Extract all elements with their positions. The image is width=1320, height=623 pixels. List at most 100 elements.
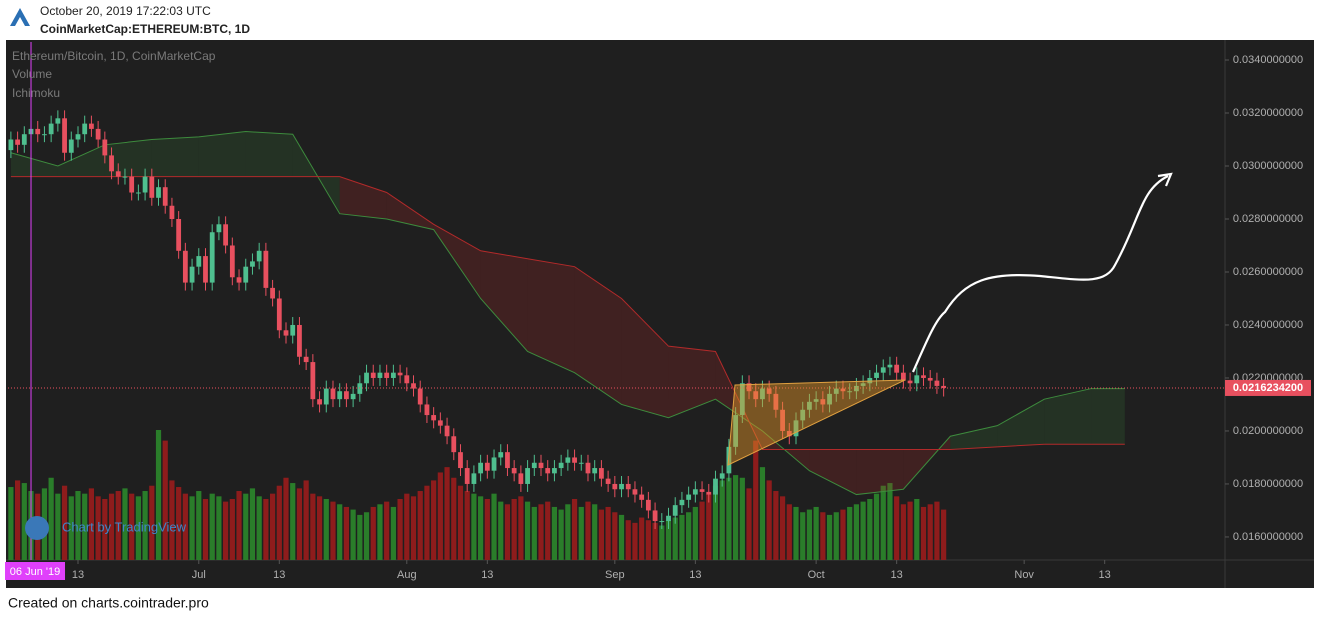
candle-body bbox=[599, 468, 604, 479]
volume-bar bbox=[524, 501, 531, 560]
candle-body bbox=[659, 521, 665, 523]
candle-body bbox=[699, 489, 705, 492]
candle-body bbox=[927, 377, 933, 381]
volume-bar bbox=[914, 498, 920, 560]
volume-bar bbox=[800, 512, 806, 560]
volume-bar bbox=[82, 493, 88, 560]
candle-body bbox=[840, 388, 846, 392]
candle-body bbox=[565, 457, 571, 463]
candle-body bbox=[914, 375, 920, 384]
volume-bar bbox=[786, 504, 792, 560]
legend-title: Ethereum/Bitcoin, 1D, CoinMarketCap bbox=[12, 49, 216, 63]
candle-body bbox=[652, 510, 658, 522]
candle-body bbox=[223, 224, 229, 246]
volume-bar bbox=[813, 506, 819, 560]
volume-bar bbox=[216, 496, 222, 560]
volume-bar bbox=[162, 440, 168, 560]
watermark: Chart by TradingView bbox=[62, 519, 187, 534]
volume-bar bbox=[578, 506, 584, 560]
volume-bar bbox=[256, 496, 262, 560]
volume-bar bbox=[867, 498, 873, 560]
y-tick-label: 0.0300000000 bbox=[1233, 160, 1303, 172]
volume-bar bbox=[290, 483, 296, 560]
candle-body bbox=[746, 383, 752, 392]
volume-bar bbox=[122, 488, 128, 560]
candle-body bbox=[8, 139, 14, 151]
volume-bar bbox=[357, 514, 363, 560]
volume-bar bbox=[840, 509, 846, 560]
cloud-fill bbox=[997, 399, 1045, 447]
x-tick-label: 13 bbox=[481, 569, 493, 581]
candle-body bbox=[411, 383, 416, 389]
candle-body bbox=[243, 266, 249, 283]
volume-bar bbox=[350, 509, 356, 560]
cloud-fill bbox=[1044, 388, 1092, 445]
candle-body bbox=[256, 250, 262, 262]
triangle-drawing bbox=[727, 379, 906, 466]
volume-bar bbox=[176, 487, 182, 560]
volume-bar bbox=[337, 504, 343, 560]
y-tick-label: 0.0280000000 bbox=[1233, 213, 1303, 225]
volume-bar bbox=[243, 493, 249, 560]
volume-bar bbox=[129, 493, 135, 560]
candle-body bbox=[276, 298, 282, 331]
candle-body bbox=[478, 462, 484, 474]
candle-body bbox=[605, 478, 611, 484]
symbol: CoinMarketCap:ETHEREUM:BTC, 1D bbox=[40, 22, 250, 36]
volume-bar bbox=[310, 493, 316, 560]
candle-body bbox=[176, 218, 182, 251]
volume-bar bbox=[941, 509, 947, 560]
volume-bar bbox=[236, 491, 242, 560]
volume-bar bbox=[68, 496, 74, 560]
cloud-fill bbox=[574, 266, 622, 405]
candle-body bbox=[525, 468, 530, 484]
volume-bar bbox=[833, 512, 839, 560]
candle-body bbox=[89, 123, 94, 129]
candle-body bbox=[48, 123, 54, 135]
volume-bar bbox=[303, 480, 309, 560]
candle-body bbox=[713, 478, 718, 495]
candle-body bbox=[156, 187, 161, 198]
volume-bar bbox=[75, 491, 81, 560]
candle-body bbox=[820, 399, 826, 405]
candle-body bbox=[303, 356, 309, 363]
y-tick-label: 0.0160000000 bbox=[1233, 531, 1303, 543]
volume-bar bbox=[390, 506, 396, 560]
volume-bar bbox=[471, 493, 477, 560]
volume-bar bbox=[229, 498, 235, 560]
volume-bar bbox=[155, 430, 162, 560]
candle-body bbox=[424, 404, 430, 416]
volume-bar bbox=[370, 506, 376, 560]
volume-bar bbox=[531, 506, 537, 560]
x-tick-label: 13 bbox=[1099, 569, 1111, 581]
candle-body bbox=[538, 462, 544, 469]
candle-body bbox=[679, 499, 685, 506]
candle-body bbox=[887, 364, 893, 368]
candle-body bbox=[625, 483, 631, 490]
candle-body bbox=[793, 420, 799, 437]
candle-body bbox=[102, 139, 108, 156]
x-tick-label: Aug bbox=[397, 569, 417, 581]
candle-body bbox=[431, 415, 437, 421]
y-tick-label: 0.0200000000 bbox=[1233, 425, 1303, 437]
cloud-line bbox=[10, 131, 1125, 496]
volume-bar bbox=[779, 496, 786, 560]
volume-bar bbox=[269, 493, 276, 560]
volume-bar bbox=[618, 514, 625, 560]
volume-bar bbox=[276, 485, 282, 560]
candle-body bbox=[827, 393, 832, 405]
datetime: October 20, 2019 17:22:03 UTC bbox=[40, 4, 211, 18]
volume-bar bbox=[102, 498, 108, 560]
volume-bar bbox=[766, 480, 772, 560]
candle-body bbox=[531, 462, 537, 469]
volume-bar bbox=[55, 493, 61, 560]
volume-bar bbox=[679, 514, 685, 560]
volume-bar bbox=[323, 498, 329, 560]
candle-body bbox=[686, 494, 692, 500]
candle-body bbox=[874, 372, 879, 378]
volume-bar bbox=[726, 477, 732, 560]
volume-bar bbox=[692, 506, 698, 560]
last-price-label: 0.0216234200 bbox=[1233, 382, 1303, 394]
arrow-head bbox=[1157, 172, 1173, 187]
candle-body bbox=[437, 420, 443, 426]
